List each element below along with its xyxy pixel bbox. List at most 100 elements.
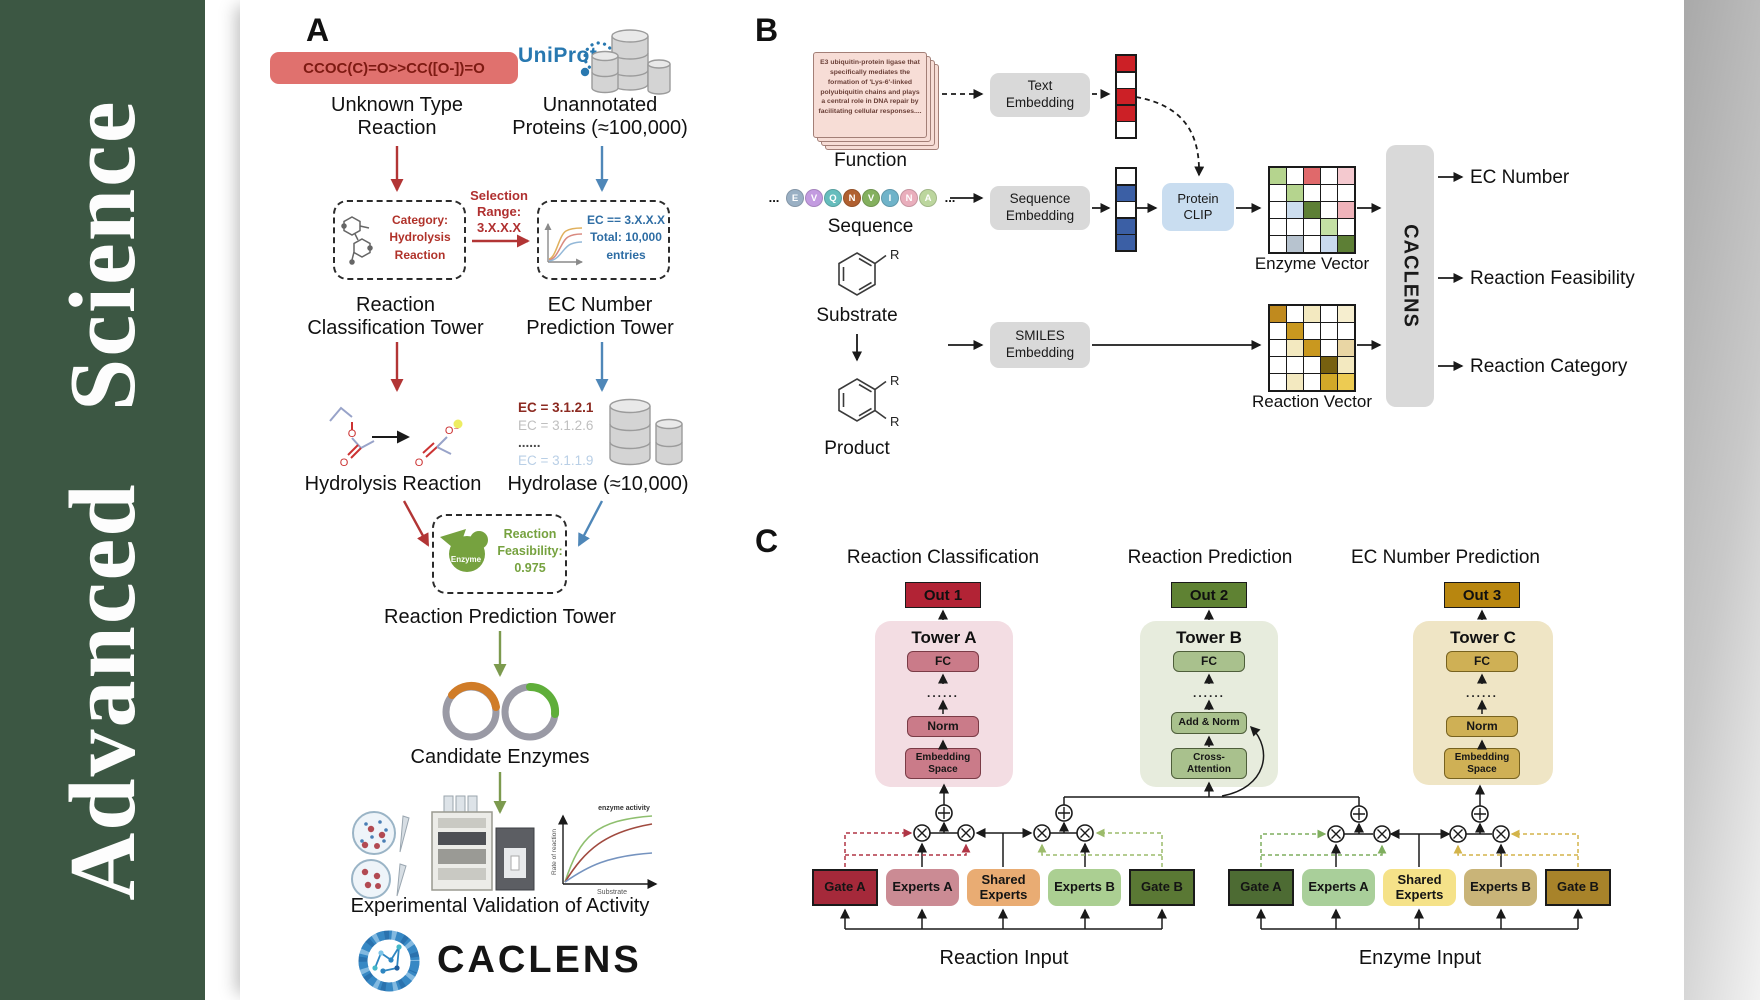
grid-cell <box>1338 340 1354 356</box>
sequence-embedding-vector <box>1115 167 1137 252</box>
ec-list-item: EC = 3.1.2.6 <box>518 417 594 433</box>
reaction-vector-grid <box>1268 304 1356 392</box>
residue-circle: N <box>900 189 918 207</box>
vector-cell <box>1117 89 1135 104</box>
unknown-reaction-label: Unknown Type Reaction <box>331 94 463 140</box>
grid-cell <box>1304 236 1320 252</box>
vector-cell <box>1117 72 1135 88</box>
tower-c-title: Tower C <box>1450 628 1516 647</box>
feasibility-text: Reaction Feasibility: 0.975 <box>497 527 563 575</box>
grid-cell <box>1304 340 1320 356</box>
output-reaction-feasibility: Reaction Feasibility <box>1470 268 1635 289</box>
out-2-box: Out 2 <box>1171 582 1247 608</box>
moe-gate-a: Gate A <box>1228 869 1294 906</box>
smiles-embedding-box: SMILES Embedding <box>990 322 1090 368</box>
grid-cell <box>1304 219 1320 235</box>
residue-circle: E <box>786 189 804 207</box>
vector-cell <box>1117 122 1135 137</box>
enzyme-vector-label: Enzyme Vector <box>1254 254 1370 273</box>
caclens-bar: CACLENS <box>1386 145 1434 407</box>
tower-c-embedding-space: Embedding Space <box>1444 748 1520 779</box>
vector-cell <box>1117 185 1135 201</box>
grid-cell <box>1270 202 1286 218</box>
tower-b-fc: FC <box>1173 651 1245 672</box>
residue-circle: V <box>805 189 823 207</box>
grid-cell <box>1270 357 1286 373</box>
tower-a-title: Tower A <box>911 628 977 647</box>
sequence-ellipsis-left: ... <box>768 190 780 205</box>
reaction-vector-label: Reaction Vector <box>1251 392 1372 411</box>
reaction-input-label: Reaction Input <box>939 947 1069 969</box>
grid-cell <box>1287 306 1303 322</box>
hydrolysis-reaction-label: Hydrolysis Reaction <box>304 473 482 495</box>
enzyme-vector-grid <box>1268 166 1356 254</box>
vector-cell <box>1117 56 1135 71</box>
vector-cell <box>1117 202 1135 217</box>
selection-range-label: Selection Range: 3.X.X.X <box>470 188 528 235</box>
tower-b-add-norm: Add & Norm <box>1171 712 1247 734</box>
page-edge-shadow <box>1684 0 1760 1000</box>
grid-cell <box>1304 374 1320 390</box>
grid-cell <box>1321 185 1337 201</box>
grid-cell <box>1321 236 1337 252</box>
out-3-box: Out 3 <box>1444 582 1520 608</box>
residue-circle: I <box>881 189 899 207</box>
grid-cell <box>1304 323 1320 339</box>
enzyme-input-label: Enzyme Input <box>1358 947 1482 969</box>
tower-c-fc: FC <box>1446 651 1518 672</box>
ec-number-list: EC = 3.1.2.1 EC = 3.1.2.6...... EC = 3.1.1… <box>518 399 608 469</box>
tower-a-embedding-space: Embedding Space <box>905 748 981 779</box>
enzyme-moe-row: Gate A Experts A Shared Experts Experts B Ga… <box>1228 869 1611 906</box>
validation-label: Experimental Validation of Activity <box>350 895 650 917</box>
grid-cell <box>1338 185 1354 201</box>
ec-list-item: EC = 3.1.2.1 <box>518 400 594 415</box>
ec-list-item: EC = 3.1.1.9 <box>518 452 594 468</box>
moe-experts-b: Experts B <box>1464 869 1537 906</box>
moe-experts-b: Experts B <box>1048 869 1121 906</box>
tower-a-dots: ...... <box>926 686 959 700</box>
grid-cell <box>1321 374 1337 390</box>
grid-cell <box>1338 202 1354 218</box>
grid-cell <box>1321 168 1337 184</box>
moe-gate-b: Gate B <box>1129 869 1195 906</box>
ec-dashed-box <box>537 200 670 280</box>
residue-circle: Q <box>824 189 842 207</box>
tower-a-norm: Norm <box>907 716 979 737</box>
feasibility-dashed-box <box>432 514 567 594</box>
grid-cell <box>1321 219 1337 235</box>
grid-cell <box>1287 357 1303 373</box>
function-card-text: E3 ubiquitin-protein ligase that specifi… <box>818 59 922 116</box>
grid-cell <box>1321 340 1337 356</box>
grid-cell <box>1287 168 1303 184</box>
tower-prediction-label: Reaction Prediction Tower <box>384 606 616 628</box>
hydrolase-label: Hydrolase (≈10,000) <box>507 473 689 495</box>
function-label: Function <box>834 150 907 171</box>
grid-cell <box>1270 306 1286 322</box>
function-card: E3 ubiquitin-protein ligase that specifi… <box>813 52 927 138</box>
grid-cell <box>1270 185 1286 201</box>
grid-cell <box>1338 323 1354 339</box>
grid-cell <box>1321 323 1337 339</box>
reaction-moe-row: Gate A Experts A Shared Experts Experts B Ga… <box>812 869 1195 906</box>
panel-b-label: B <box>755 12 779 48</box>
caclens-logo-text: CACLENS <box>437 939 642 981</box>
grid-cell <box>1304 185 1320 201</box>
grid-cell <box>1270 219 1286 235</box>
grid-cell <box>1270 236 1286 252</box>
heading-ec-number-prediction: EC Number Prediction <box>1350 547 1541 568</box>
tower-b-dots: ...... <box>1192 686 1225 700</box>
grid-cell <box>1338 306 1354 322</box>
figure-canvas <box>240 0 1684 1000</box>
uniprot-logo-text: UniProt <box>518 44 598 67</box>
residue-circle: N <box>843 189 861 207</box>
grid-cell <box>1338 236 1354 252</box>
classification-dashed-box <box>333 200 466 280</box>
tower-a-fc: FC <box>907 651 979 672</box>
grid-cell <box>1287 323 1303 339</box>
grid-cell <box>1287 219 1303 235</box>
classification-box-text: Category: Hydrolysis Reaction <box>389 213 451 262</box>
sequence-label: Sequence <box>827 216 914 237</box>
tower-ec-label: EC Number Prediction Tower <box>526 294 674 340</box>
